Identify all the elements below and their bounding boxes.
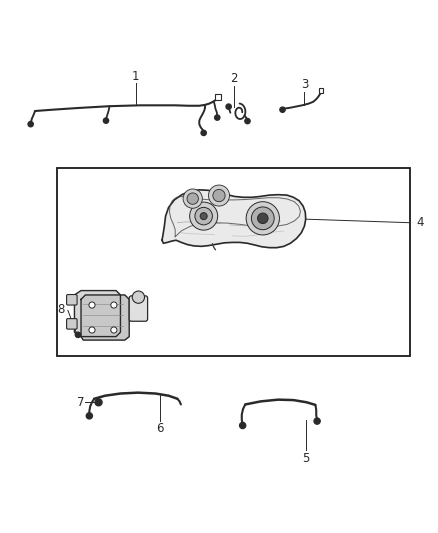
Text: 4: 4 [416,216,424,229]
Bar [215,94,221,100]
Text: 2: 2 [230,72,238,85]
Polygon shape [74,290,120,336]
Circle shape [103,118,109,123]
Circle shape [187,193,198,204]
FancyBboxPatch shape [67,319,77,329]
Text: 8: 8 [58,303,65,317]
Circle shape [89,302,95,308]
Circle shape [89,327,95,333]
Text: 6: 6 [156,422,164,435]
Circle shape [183,189,202,208]
Circle shape [245,118,250,124]
Bar [319,88,323,93]
Circle shape [246,201,279,235]
Bar [57,168,410,356]
Polygon shape [81,295,129,340]
Circle shape [95,399,102,406]
Circle shape [111,302,117,308]
FancyBboxPatch shape [129,296,148,321]
Circle shape [215,115,220,120]
Circle shape [208,185,230,206]
Circle shape [251,207,274,230]
FancyBboxPatch shape [67,295,77,305]
Circle shape [132,291,145,303]
Circle shape [258,213,268,223]
Text: 7: 7 [77,396,85,409]
Circle shape [226,104,231,109]
Circle shape [111,327,117,333]
Circle shape [28,122,33,127]
Circle shape [86,413,92,419]
Text: 5: 5 [302,452,309,465]
Circle shape [240,423,246,429]
Circle shape [190,202,218,230]
Circle shape [213,189,225,201]
Circle shape [195,207,212,225]
Circle shape [314,418,320,424]
Polygon shape [162,190,306,248]
Text: 1: 1 [132,69,140,83]
Circle shape [280,107,285,112]
Circle shape [200,213,207,220]
Circle shape [201,130,206,135]
Text: 3: 3 [301,78,308,91]
Circle shape [75,332,81,337]
